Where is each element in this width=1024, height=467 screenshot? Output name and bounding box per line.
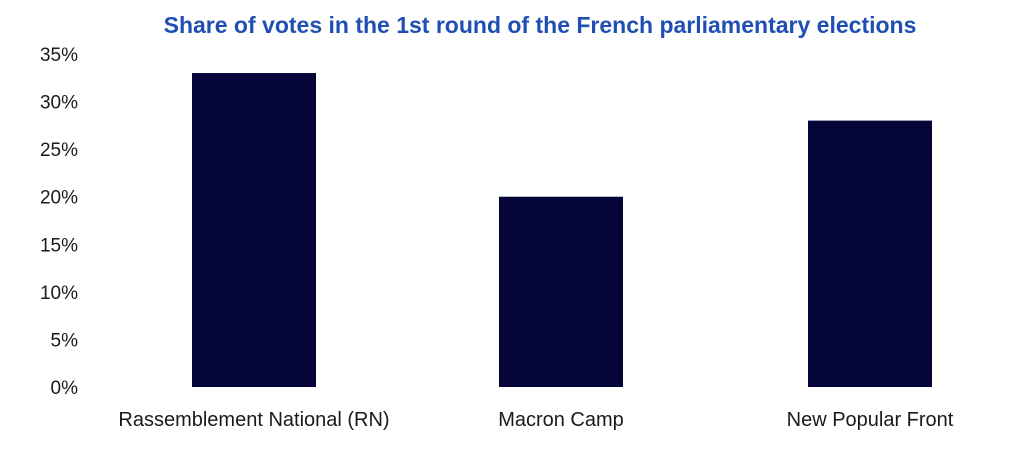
x-category-label: New Popular Front (787, 409, 954, 431)
y-tick-label: 20% (40, 188, 78, 209)
chart-title: Share of votes in the 1st round of the F… (163, 12, 917, 38)
y-tick-label: 15% (40, 235, 78, 256)
y-axis: 0% 5% 10% 15% 20% 25% 30% 35% (40, 45, 78, 399)
y-tick-label: 10% (40, 283, 78, 304)
y-tick-label: 35% (40, 45, 78, 66)
bar (808, 120, 932, 387)
y-tick-label: 0% (51, 378, 79, 399)
x-axis: Rassemblement National (RN) Macron Camp Ne… (118, 409, 953, 431)
x-category-label: Rassemblement National (RN) (118, 409, 389, 431)
y-tick-label: 5% (51, 330, 79, 351)
x-category-label: Macron Camp (498, 409, 624, 431)
bars (192, 73, 932, 388)
y-tick-label: 25% (40, 140, 78, 161)
bar (499, 196, 623, 387)
y-tick-label: 30% (40, 93, 78, 114)
bar (192, 73, 316, 388)
